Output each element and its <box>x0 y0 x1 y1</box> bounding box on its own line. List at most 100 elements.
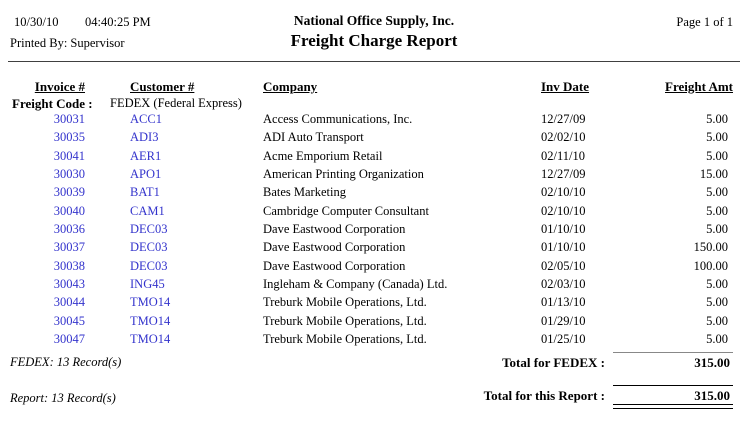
column-header-freight-amt: Freight Amt <box>665 79 733 94</box>
column-header-row: Invoice # Customer # Company Inv Date Fr… <box>0 79 733 95</box>
company-name-cell: Access Communications, Inc. <box>263 112 413 126</box>
customer-code-link[interactable]: APO1 <box>130 167 162 182</box>
customer-code-link[interactable]: ACC1 <box>130 112 162 126</box>
group-header-label: Freight Code : <box>12 96 93 111</box>
company-name: National Office Supply, Inc. <box>293 13 455 28</box>
company-name-cell: ADI Auto Transport <box>263 130 364 145</box>
table-row: 30040 CAM1 Cambridge Computer Consultant… <box>0 202 733 220</box>
table-row: 30044 TMO14 Treburk Mobile Operations, L… <box>0 293 733 311</box>
table-row: 30043 ING45 Ingleham & Company (Canada) … <box>0 275 733 293</box>
company-name-cell: Dave Eastwood Corporation <box>263 258 406 273</box>
company-name-cell: Dave Eastwood Corporation <box>263 222 406 237</box>
customer-code-link[interactable]: TMO14 <box>130 332 171 347</box>
invoice-date-cell: 01/25/10 <box>541 332 586 347</box>
invoice-number-link[interactable]: 30037 <box>53 240 85 255</box>
invoice-number-link[interactable]: 30039 <box>53 185 85 200</box>
company-name-cell: Treburk Mobile Operations, Ltd. <box>263 313 427 328</box>
page-number: Page 1 of 1 <box>676 15 733 29</box>
report-record-count: Report: 13 Record(s) <box>10 391 116 405</box>
customer-code-link[interactable]: CAM1 <box>130 203 165 218</box>
freight-amount-cell: 5.00 <box>706 277 728 292</box>
report-rows: 30031 ACC1 Access Communications, Inc. 1… <box>0 110 733 348</box>
print-time: 04:40:25 PM <box>85 15 151 29</box>
column-header-invoice: Invoice # <box>34 79 85 94</box>
freight-amount-cell: 100.00 <box>693 258 728 273</box>
report-total-label: Total for this Report : <box>483 388 605 403</box>
invoice-number-link[interactable]: 30045 <box>53 313 85 328</box>
column-header-inv-date: Inv Date <box>541 79 590 94</box>
table-row: 30038 DEC03 Dave Eastwood Corporation 02… <box>0 257 733 275</box>
invoice-number-link[interactable]: 30036 <box>53 222 85 237</box>
freight-amount-cell: 5.00 <box>706 130 728 145</box>
customer-code-link[interactable]: BAT1 <box>130 185 160 200</box>
company-name-cell: Dave Eastwood Corporation <box>263 240 406 255</box>
invoice-date-cell: 02/10/10 <box>541 203 586 218</box>
table-row: 30036 DEC03 Dave Eastwood Corporation 01… <box>0 220 733 238</box>
report-total-rule <box>613 385 733 386</box>
freight-amount-cell: 5.00 <box>706 203 728 218</box>
invoice-number-link[interactable]: 30031 <box>53 112 85 126</box>
customer-code-link[interactable]: ING45 <box>130 277 165 292</box>
freight-amount-cell: 5.00 <box>706 148 728 163</box>
header-divider <box>8 61 740 62</box>
invoice-date-cell: 02/02/10 <box>541 130 586 145</box>
freight-amount-cell: 5.00 <box>706 295 728 310</box>
company-name-cell: Cambridge Computer Consultant <box>263 203 429 218</box>
column-header-customer: Customer # <box>130 79 195 94</box>
table-row: 30041 AER1 Acme Emporium Retail 02/11/10… <box>0 147 733 165</box>
company-name-cell: Treburk Mobile Operations, Ltd. <box>263 332 427 347</box>
printed-by: Printed By: Supervisor <box>10 36 125 50</box>
column-header-company: Company <box>263 79 318 94</box>
group-record-count: FEDEX: 13 Record(s) <box>10 355 122 369</box>
invoice-date-cell: 01/29/10 <box>541 313 586 328</box>
customer-code-link[interactable]: DEC03 <box>130 222 168 237</box>
freight-amount-cell: 150.00 <box>693 240 728 255</box>
report-total-value: 315.00 <box>694 388 730 403</box>
invoice-number-link[interactable]: 30041 <box>53 148 85 163</box>
invoice-date-cell: 01/10/10 <box>541 240 586 255</box>
report-total-double-rule <box>613 404 733 409</box>
table-row: 30030 APO1 American Printing Organizatio… <box>0 165 733 183</box>
table-row: 30037 DEC03 Dave Eastwood Corporation 01… <box>0 238 733 256</box>
invoice-number-link[interactable]: 30030 <box>53 167 85 182</box>
invoice-date-cell: 12/27/09 <box>541 112 586 126</box>
table-row: 30039 BAT1 Bates Marketing 02/10/10 5.00 <box>0 183 733 201</box>
group-total-rule <box>613 352 733 353</box>
group-total-value: 315.00 <box>694 355 730 370</box>
customer-code-link[interactable]: DEC03 <box>130 240 168 255</box>
invoice-number-link[interactable]: 30035 <box>53 130 85 145</box>
company-name-cell: Ingleham & Company (Canada) Ltd. <box>263 277 448 292</box>
customer-code-link[interactable]: ADI3 <box>130 130 159 145</box>
invoice-number-link[interactable]: 30043 <box>53 277 85 292</box>
invoice-date-cell: 01/13/10 <box>541 295 586 310</box>
freight-amount-cell: 5.00 <box>706 313 728 328</box>
invoice-number-link[interactable]: 30038 <box>53 258 85 273</box>
invoice-number-link[interactable]: 30047 <box>53 332 85 347</box>
invoice-date-cell: 01/10/10 <box>541 222 586 237</box>
invoice-date-cell: 02/10/10 <box>541 185 586 200</box>
freight-amount-cell: 5.00 <box>706 185 728 200</box>
company-name-cell: American Printing Organization <box>263 167 424 182</box>
customer-code-link[interactable]: DEC03 <box>130 258 168 273</box>
table-row: 30047 TMO14 Treburk Mobile Operations, L… <box>0 330 733 348</box>
group-total-label: Total for FEDEX : <box>502 355 605 370</box>
group-header-value: FEDEX (Federal Express) <box>110 96 242 110</box>
table-row: 30035 ADI3 ADI Auto Transport 02/02/10 5… <box>0 128 733 146</box>
customer-code-link[interactable]: AER1 <box>130 148 162 163</box>
invoice-date-cell: 12/27/09 <box>541 167 586 182</box>
freight-amount-cell: 5.00 <box>706 112 728 126</box>
invoice-number-link[interactable]: 30040 <box>53 203 85 218</box>
invoice-number-link[interactable]: 30044 <box>53 295 85 310</box>
invoice-date-cell: 02/11/10 <box>541 148 585 163</box>
invoice-date-cell: 02/03/10 <box>541 277 586 292</box>
company-name-cell: Bates Marketing <box>263 185 346 200</box>
print-date: 10/30/10 <box>14 15 59 29</box>
table-row: 30031 ACC1 Access Communications, Inc. 1… <box>0 110 733 128</box>
company-name-cell: Treburk Mobile Operations, Ltd. <box>263 295 427 310</box>
customer-code-link[interactable]: TMO14 <box>130 295 171 310</box>
invoice-date-cell: 02/05/10 <box>541 258 586 273</box>
customer-code-link[interactable]: TMO14 <box>130 313 171 328</box>
freight-amount-cell: 5.00 <box>706 222 728 237</box>
table-row: 30045 TMO14 Treburk Mobile Operations, L… <box>0 312 733 330</box>
